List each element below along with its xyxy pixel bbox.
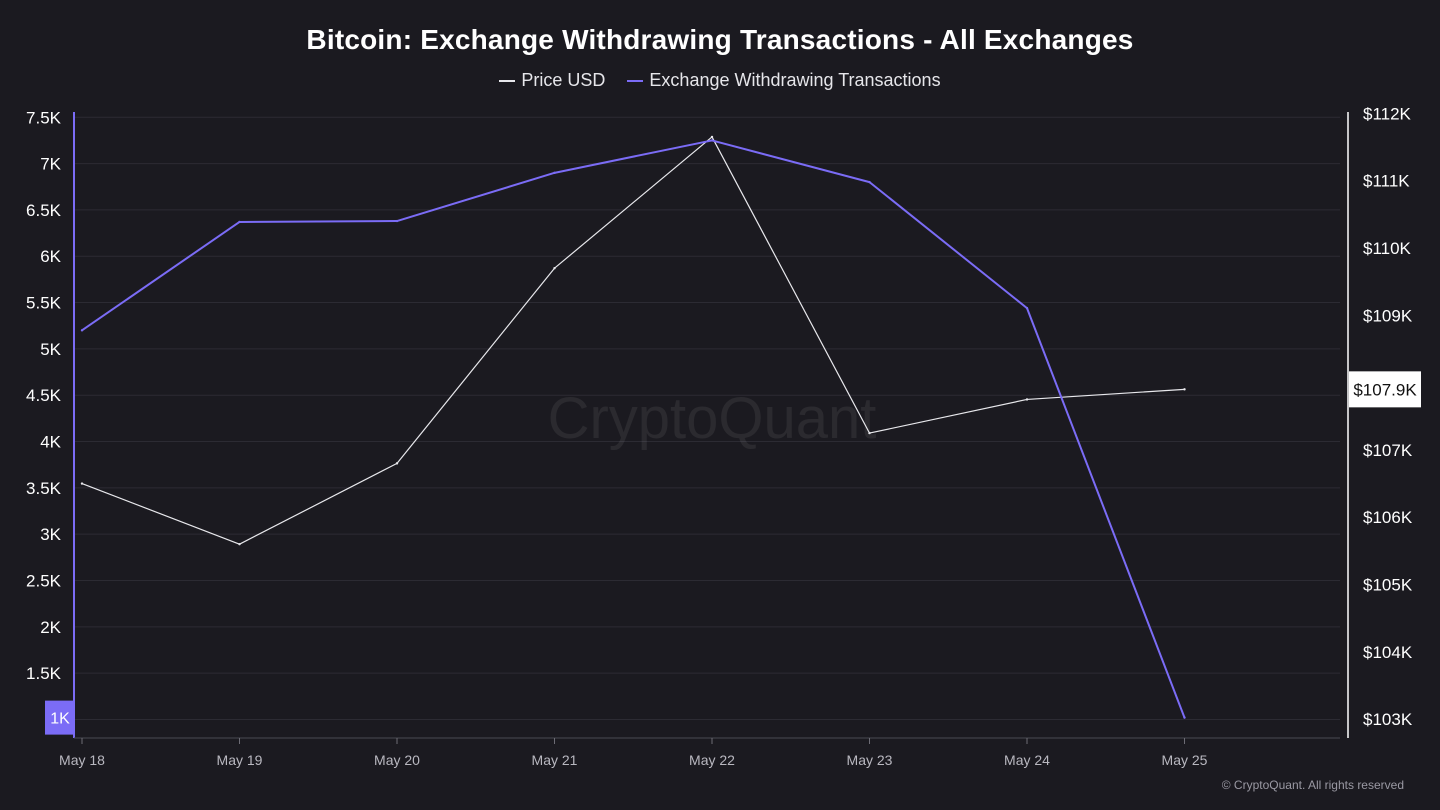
left-tick-label: 2.5K xyxy=(26,572,62,591)
x-tick-label: May 25 xyxy=(1162,752,1208,768)
transactions-point xyxy=(395,219,399,223)
transactions-point xyxy=(868,180,871,184)
price-point xyxy=(1025,398,1029,401)
legend-item-price[interactable]: Price USD xyxy=(499,70,605,91)
transactions-point xyxy=(238,220,241,224)
right-current-value-label: $107.9K xyxy=(1353,380,1417,399)
price-point xyxy=(238,542,241,546)
legend-swatch-transactions xyxy=(627,79,644,82)
x-tick-label: May 21 xyxy=(532,752,578,768)
left-tick-label: 7K xyxy=(40,155,61,174)
legend-swatch-price xyxy=(499,79,516,82)
transactions-point xyxy=(1183,716,1186,719)
left-tick-label: 4.5K xyxy=(26,386,62,405)
price-point xyxy=(1183,388,1186,391)
x-tick-label: May 22 xyxy=(689,752,735,768)
price-point xyxy=(868,431,871,435)
right-tick-label: $109K xyxy=(1363,306,1413,325)
left-current-value-label: 1K xyxy=(50,711,70,728)
transactions-point xyxy=(710,139,714,142)
transactions-point xyxy=(553,171,556,175)
right-tick-label: $107K xyxy=(1363,441,1413,460)
watermark-text: CryptoQuant xyxy=(548,386,877,451)
transactions-series-line xyxy=(81,139,1186,718)
x-tick-label: May 18 xyxy=(59,752,105,768)
left-tick-label: 4K xyxy=(40,433,61,452)
x-tick-label: May 24 xyxy=(1004,752,1050,768)
left-tick-label: 7.5K xyxy=(26,108,62,127)
price-point xyxy=(553,266,556,270)
legend-label-transactions: Exchange Withdrawing Transactions xyxy=(649,70,941,90)
left-tick-label: 5.5K xyxy=(26,294,62,313)
right-tick-label: $110K xyxy=(1363,239,1412,258)
left-tick-label: 6.5K xyxy=(26,201,62,220)
right-tick-label: $104K xyxy=(1363,643,1413,662)
right-tick-label: $112K xyxy=(1363,104,1412,123)
transactions-point xyxy=(1025,306,1029,310)
right-tick-label: $111K xyxy=(1363,172,1410,191)
left-tick-label: 3K xyxy=(40,525,61,544)
x-tick-label: May 20 xyxy=(374,752,420,768)
left-tick-label: 5K xyxy=(40,340,61,359)
left-current-value-badge xyxy=(45,700,74,735)
x-tick-label: May 19 xyxy=(217,752,263,768)
copyright-text: © CryptoQuant. All rights reserved xyxy=(1221,778,1404,792)
left-tick-label: 3.5K xyxy=(26,479,62,498)
chart-legend: Price USD Exchange Withdrawing Transacti… xyxy=(0,70,1440,91)
right-tick-label: $106K xyxy=(1363,508,1413,527)
chart-title: Bitcoin: Exchange Withdrawing Transactio… xyxy=(306,24,1134,55)
right-tick-label: $103K xyxy=(1363,710,1413,729)
price-point xyxy=(395,462,399,465)
x-tick-label: May 23 xyxy=(847,752,893,768)
left-tick-label: 1.5K xyxy=(26,664,62,683)
price-series-line xyxy=(81,136,1185,545)
left-tick-label: 6K xyxy=(40,247,61,266)
transactions-point xyxy=(80,329,84,332)
legend-label-price: Price USD xyxy=(521,70,606,90)
price-point xyxy=(80,482,84,485)
right-tick-label: $105K xyxy=(1363,576,1413,595)
right-current-value-badge xyxy=(1349,371,1421,408)
legend-item-transactions[interactable]: Exchange Withdrawing Transactions xyxy=(627,70,941,91)
price-point xyxy=(710,135,714,139)
left-tick-label: 2K xyxy=(40,618,61,637)
